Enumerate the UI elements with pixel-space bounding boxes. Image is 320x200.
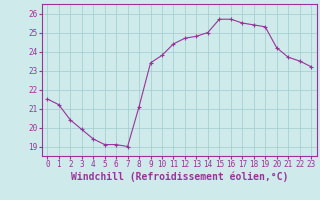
X-axis label: Windchill (Refroidissement éolien,°C): Windchill (Refroidissement éolien,°C) — [70, 172, 288, 182]
